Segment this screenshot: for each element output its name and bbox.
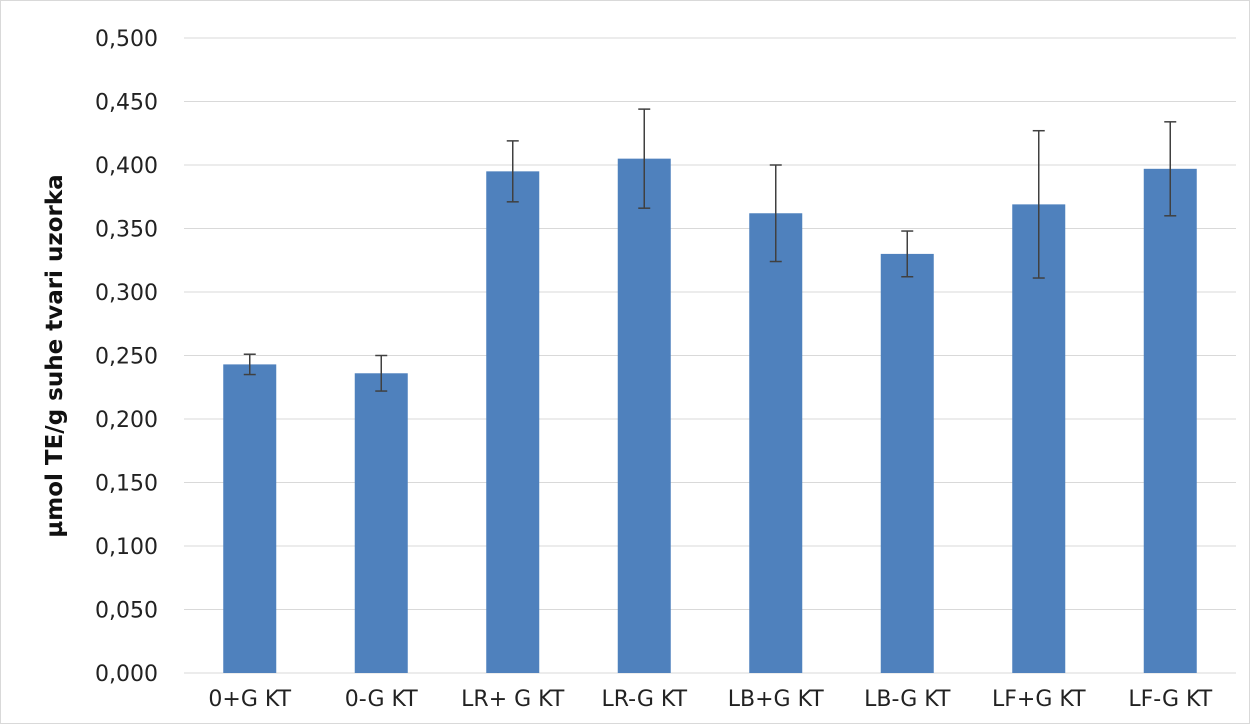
bar: [486, 171, 540, 673]
x-category-label: LR+ G KT: [461, 687, 565, 712]
y-tick-label: 0,150: [95, 472, 158, 497]
y-tick-label: 0,200: [95, 408, 158, 433]
y-tick-label: 0,000: [95, 662, 158, 687]
x-category-label: 0-G KT: [345, 687, 419, 712]
y-tick-label: 0,500: [95, 27, 158, 52]
x-axis-category-labels: 0+G KT 0-G KT LR+ G KT LR-G KT LB+G KT LB-G K…: [208, 687, 1212, 712]
x-category-label: LB-G KT: [864, 687, 951, 712]
x-category-label: LF-G KT: [1128, 687, 1212, 712]
y-tick-label: 0,050: [95, 599, 158, 624]
y-axis-title: µmol TE/g suhe tvari uzorka: [42, 174, 68, 537]
y-tick-label: 0,100: [95, 535, 158, 560]
x-category-label: LB+G KT: [728, 687, 825, 712]
y-tick-label: 0,450: [95, 91, 158, 116]
bar: [1143, 168, 1197, 673]
bar: [617, 158, 671, 673]
bars: [223, 158, 1197, 673]
y-tick-label: 0,400: [95, 154, 158, 179]
x-category-label: 0+G KT: [208, 687, 291, 712]
error-bars: [243, 108, 1177, 392]
y-tick-label: 0,300: [95, 281, 158, 306]
bar: [223, 364, 277, 673]
x-category-label: LR-G KT: [601, 687, 687, 712]
y-tick-label: 0,250: [95, 345, 158, 370]
bar: [880, 253, 934, 673]
bar: [1012, 204, 1066, 673]
bar: [749, 213, 803, 673]
y-axis-tick-labels: 0,000 0,050 0,100 0,150 0,200 0,250 0,300 0,350…: [95, 27, 158, 687]
y-tick-label: 0,350: [95, 218, 158, 243]
x-category-label: LF+G KT: [992, 687, 1086, 712]
bar: [354, 373, 408, 673]
